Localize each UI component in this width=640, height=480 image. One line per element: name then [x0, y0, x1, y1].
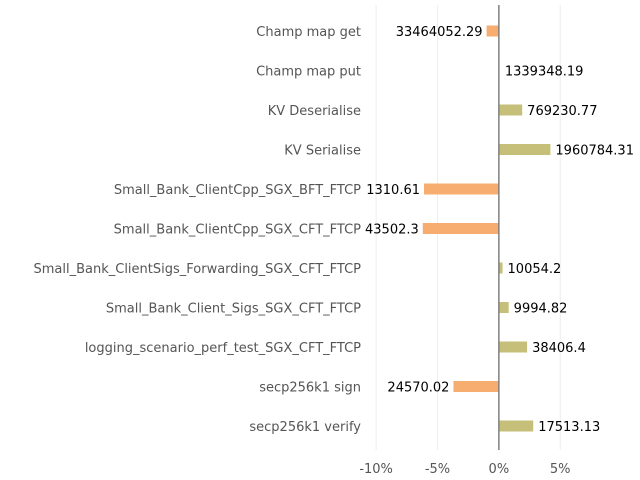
bar: [486, 25, 499, 37]
category-label: Small_Bank_Client_Sigs_SGX_CFT_FTCP: [106, 302, 361, 317]
x-tick-label: 5%: [550, 462, 571, 477]
data-label: 33464052.29: [396, 25, 483, 40]
category-label: KV Deserialise: [268, 104, 361, 119]
bar: [424, 183, 499, 195]
category-label: Small_Bank_ClientCpp_SGX_CFT_FTCP: [114, 223, 361, 238]
bar: [422, 223, 499, 234]
x-tick-label: -10%: [359, 462, 393, 477]
x-tick-label: -5%: [425, 462, 450, 477]
bar: [498, 341, 528, 353]
x-tick-labels: -10% -5% 0% 5%: [359, 462, 570, 477]
value-labels: 33464052.29 1339348.19 769230.77 1960784.31…: [365, 25, 634, 435]
category-label: Champ map put: [256, 65, 361, 80]
x-tick-label: 0%: [489, 462, 510, 477]
data-label: 1339348.19: [505, 65, 584, 80]
data-label: 1310.61: [366, 183, 420, 198]
category-label: Champ map get: [256, 25, 361, 40]
data-label: 1960784.31: [555, 144, 634, 159]
data-label: 9994.82: [514, 302, 568, 317]
data-label: 43502.3: [365, 223, 419, 238]
bar: [498, 262, 503, 274]
bar: [453, 381, 499, 392]
category-labels: Champ map get Champ map put KV Deserialise…: [33, 25, 361, 435]
data-label: 769230.77: [527, 104, 597, 119]
data-label: 38406.4: [532, 341, 586, 356]
category-label: Small_Bank_ClientSigs_Forwarding_SGX_CFT…: [33, 262, 361, 277]
bar: [498, 104, 523, 116]
data-label: 10054.2: [508, 262, 562, 277]
category-label: KV Serialise: [284, 144, 361, 159]
category-label: secp256k1 verify: [249, 420, 361, 435]
data-label: 17513.13: [538, 420, 600, 435]
data-label: 24570.02: [387, 381, 449, 396]
bar: [498, 144, 551, 155]
bars: [422, 25, 551, 432]
bar: [498, 420, 534, 432]
category-label: logging_scenario_perf_test_SGX_CFT_FTCP: [85, 341, 361, 356]
category-label: secp256k1 sign: [259, 381, 361, 396]
bar: [498, 302, 509, 313]
category-label: Small_Bank_ClientCpp_SGX_BFT_FTCP: [114, 183, 361, 198]
